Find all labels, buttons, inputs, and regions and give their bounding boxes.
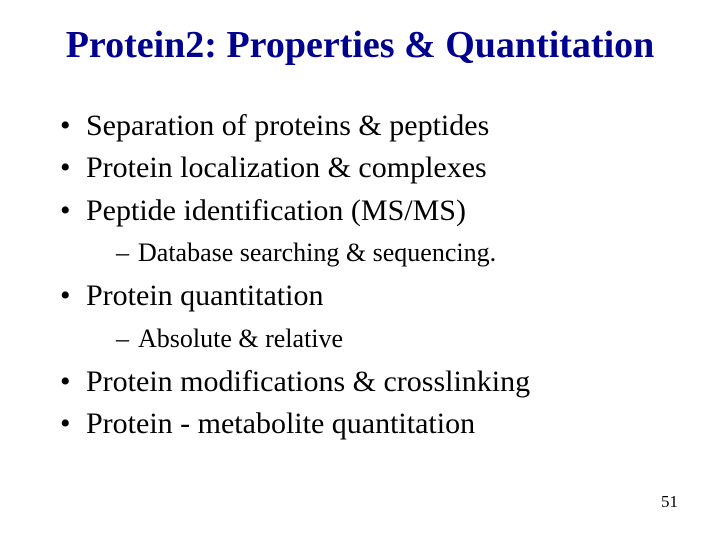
list-item: Peptide identification (MS/MS) Database … [60, 191, 692, 271]
slide: Protein2: Properties & Quantitation Sepa… [0, 0, 720, 540]
page-number: 51 [661, 492, 678, 512]
bullet-text: Database searching & sequencing. [138, 238, 496, 267]
slide-title: Protein2: Properties & Quantitation [28, 24, 692, 68]
bullet-text: Protein - metabolite quantitation [86, 407, 475, 440]
bullet-text: Separation of proteins & peptides [86, 109, 489, 142]
bullet-list: Separation of proteins & peptides Protei… [28, 106, 692, 445]
list-item: Database searching & sequencing. [116, 235, 692, 270]
list-item: Protein modifications & crosslinking [60, 362, 692, 403]
bullet-text: Absolute & relative [138, 324, 343, 353]
list-item: Protein quantitation Absolute & relative [60, 276, 692, 356]
list-item: Absolute & relative [116, 321, 692, 356]
sub-bullet-list: Absolute & relative [86, 321, 692, 356]
list-item: Separation of proteins & peptides [60, 106, 692, 147]
list-item: Protein - metabolite quantitation [60, 404, 692, 445]
list-item: Protein localization & complexes [60, 148, 692, 189]
bullet-text: Peptide identification (MS/MS) [86, 194, 466, 227]
bullet-text: Protein modifications & crosslinking [86, 365, 530, 398]
bullet-text: Protein localization & complexes [86, 151, 487, 184]
sub-bullet-list: Database searching & sequencing. [86, 235, 692, 270]
bullet-text: Protein quantitation [86, 279, 323, 312]
